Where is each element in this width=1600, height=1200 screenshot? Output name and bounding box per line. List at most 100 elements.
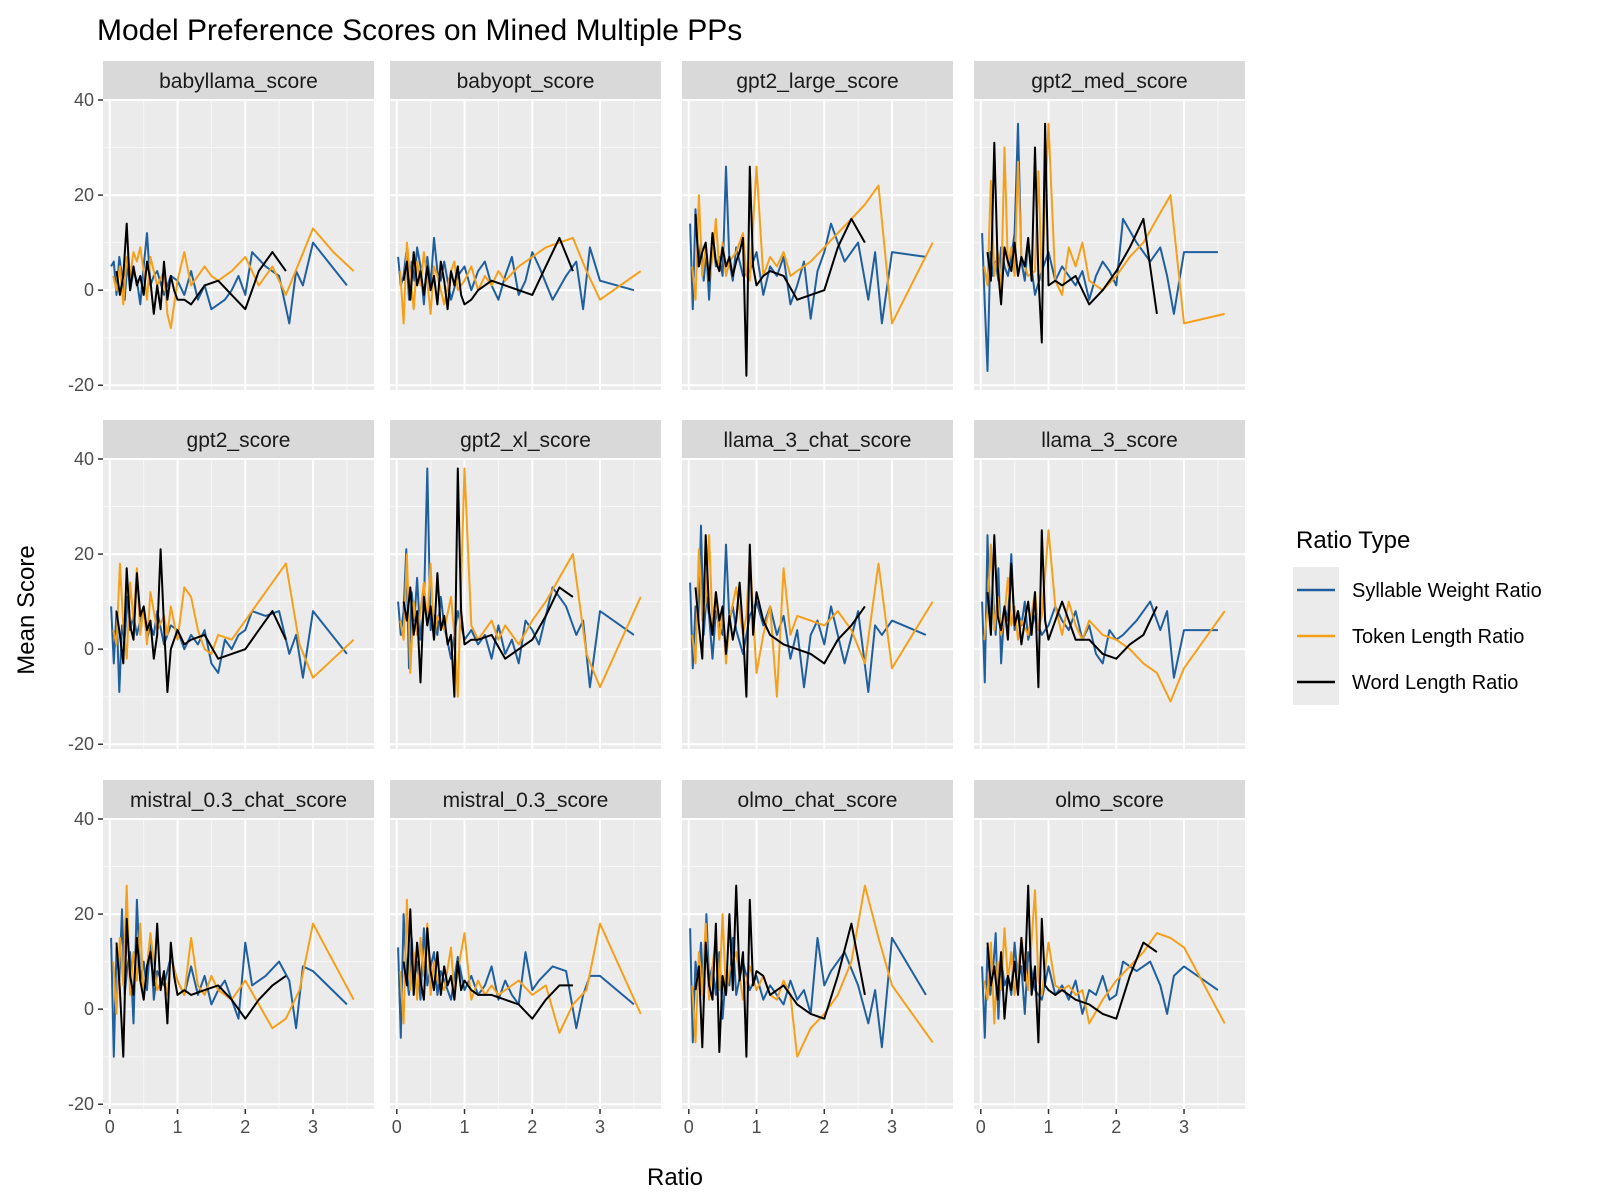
legend-items: Syllable Weight Ratio Token Length Ratio W… [1293, 567, 1542, 705]
series-line [399, 236, 642, 325]
x-tick-label: 1 [460, 1117, 470, 1137]
x-tick-label: 2 [527, 1117, 537, 1137]
facet-strip-label: llama_3_score [1041, 429, 1178, 452]
facet-panel: olmo_score 0 1 2 3 [974, 780, 1245, 1137]
x-tick-label: 0 [976, 1117, 986, 1137]
facet-strip [974, 780, 1245, 819]
series-line [115, 917, 287, 1058]
y-tick-label: 40 [74, 809, 94, 829]
y-tick-label: 40 [74, 449, 94, 469]
series-line [694, 884, 866, 1058]
facet-strip-label: llama_3_chat_score [724, 429, 912, 452]
y-tick-label: 20 [74, 904, 94, 924]
x-tick-label: 3 [1179, 1117, 1189, 1137]
legend-label: Syllable Weight Ratio [1352, 580, 1542, 602]
series-line [397, 236, 635, 311]
facet-panel: gpt2_xl_score [390, 420, 661, 749]
series-line [112, 562, 355, 679]
legend-item: Word Length Ratio [1293, 659, 1518, 705]
x-axis-title: Ratio [647, 1164, 703, 1191]
legend-title: Ratio Type [1296, 527, 1410, 554]
facet-strip [103, 61, 374, 100]
y-tick-label: 40 [74, 90, 94, 110]
x-tick-label: 1 [173, 1117, 183, 1137]
x-tick-label: 2 [240, 1117, 250, 1137]
facet-strip [974, 420, 1245, 459]
legend: Ratio Type Syllable Weight Ratio Token Le… [1293, 527, 1542, 705]
legend-item: Syllable Weight Ratio [1293, 567, 1542, 613]
legend-label: Word Length Ratio [1352, 672, 1518, 694]
facet-strip-label: gpt2_score [187, 429, 291, 452]
y-tick-label: -20 [68, 375, 94, 395]
chart-title: Model Preference Scores on Mined Multipl… [97, 14, 742, 47]
facet-strip-label: olmo_score [1055, 789, 1164, 812]
y-tick-label: 20 [74, 544, 94, 564]
facet-panel: olmo_chat_score 0 1 2 3 [682, 780, 953, 1137]
series-line [983, 529, 1226, 703]
x-tick-label: 3 [887, 1117, 897, 1137]
x-tick-label: 2 [819, 1117, 829, 1137]
facet-panel: llama_3_chat_score [682, 420, 953, 749]
facet-strip-label: gpt2_large_score [736, 70, 898, 93]
panel-background [682, 100, 953, 390]
series-line [981, 534, 1218, 684]
facet-panel: babyopt_score [390, 61, 661, 390]
legend-label: Token Length Ratio [1352, 626, 1524, 648]
y-axis-title: Mean Score [13, 545, 40, 674]
facet-panel: mistral_0.3_chat_score -20 0 20 40 0 1 2 3 [68, 780, 374, 1137]
facet-strip-label: babyopt_score [457, 70, 595, 93]
facet-panel: llama_3_score [974, 420, 1245, 749]
y-tick-label: 20 [74, 185, 94, 205]
series-line [402, 467, 574, 698]
series-line [983, 889, 1226, 1025]
y-tick-label: -20 [68, 734, 94, 754]
series-line [981, 932, 1219, 1039]
facet-strip-label: gpt2_xl_score [460, 429, 591, 452]
facet-strip [390, 420, 661, 459]
x-tick-label: 0 [392, 1117, 402, 1137]
facet-strip-label: mistral_0.3_chat_score [130, 789, 347, 812]
facet-panel: mistral_0.3_score 0 1 2 3 [390, 780, 661, 1137]
series-line [115, 222, 287, 315]
series-line [399, 467, 642, 698]
x-tick-label: 1 [752, 1117, 762, 1137]
series-line [694, 165, 866, 377]
series-line [115, 548, 287, 693]
facet-panel: gpt2_med_score [974, 61, 1245, 390]
panel-background [682, 459, 953, 749]
facet-strip [682, 780, 953, 819]
facet-strip-label: babyllama_score [159, 70, 318, 93]
x-tick-label: 2 [1111, 1117, 1121, 1137]
y-tick-label: 0 [84, 639, 94, 659]
x-tick-label: 3 [595, 1117, 605, 1137]
x-tick-label: 0 [684, 1117, 694, 1137]
facet-strip-label: olmo_chat_score [738, 789, 898, 812]
facet-strip [103, 780, 374, 819]
series-line [986, 529, 1158, 689]
series-line [986, 884, 1158, 1044]
series-line [402, 236, 574, 311]
facet-strip [974, 61, 1245, 100]
x-tick-label: 3 [308, 1117, 318, 1137]
y-tick-label: -20 [68, 1094, 94, 1114]
series-line [986, 122, 1158, 344]
facet-strip [682, 420, 953, 459]
series-line [402, 908, 573, 1020]
panel-background [103, 459, 374, 749]
series-line [694, 534, 866, 698]
facet-strip-label: mistral_0.3_score [443, 789, 609, 812]
y-tick-label: 0 [84, 999, 94, 1019]
legend-item: Token Length Ratio [1293, 613, 1524, 659]
facet-strip [682, 61, 953, 100]
y-tick-label: 0 [84, 280, 94, 300]
facet-panel: gpt2_large_score [682, 61, 953, 390]
panel-background [974, 459, 1245, 749]
facet-strip-label: gpt2_med_score [1031, 70, 1187, 93]
facet-strip [390, 780, 661, 819]
facet-panel: babyllama_score -20 0 20 40 [68, 61, 374, 395]
x-tick-label: 0 [105, 1117, 115, 1137]
x-tick-label: 1 [1044, 1117, 1054, 1137]
facet-strip [390, 61, 661, 100]
